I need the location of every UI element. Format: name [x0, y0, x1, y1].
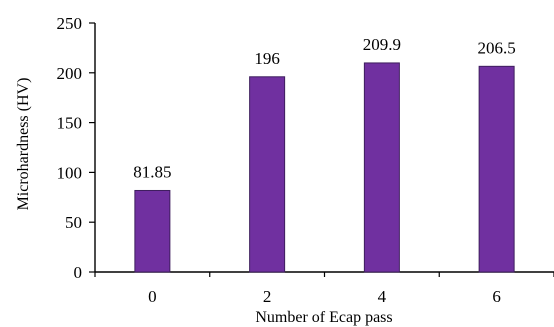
x-axis-title: Number of Ecap pass [255, 309, 392, 326]
y-tick-label: 150 [57, 114, 83, 133]
data-label-4: 209.9 [363, 35, 401, 54]
bar-4 [363, 62, 400, 273]
y-tick-label: 50 [65, 213, 82, 232]
x-axis: 0 2 4 6 [94, 271, 554, 306]
bar-6 [478, 65, 515, 273]
data-labels: 81.85 196 209.9 206.5 [133, 35, 516, 182]
bar-2 [249, 76, 286, 273]
x-tick-label: 4 [378, 287, 387, 306]
y-tick-label: 0 [74, 263, 83, 282]
bars [134, 62, 515, 273]
y-tick-label: 200 [57, 64, 83, 83]
x-tick-label: 6 [492, 287, 501, 306]
x-tick-label: 0 [148, 287, 157, 306]
y-tick-label: 250 [57, 14, 83, 33]
y-axis: 0 50 100 150 200 250 [57, 14, 96, 282]
bar-0 [134, 189, 171, 273]
data-label-2: 196 [254, 49, 280, 68]
data-label-0: 81.85 [133, 162, 171, 181]
x-tick-label: 2 [263, 287, 272, 306]
y-axis-title: Microhardness (HV) [15, 78, 32, 211]
data-label-6: 206.5 [478, 38, 516, 57]
y-tick-label: 100 [57, 163, 83, 182]
